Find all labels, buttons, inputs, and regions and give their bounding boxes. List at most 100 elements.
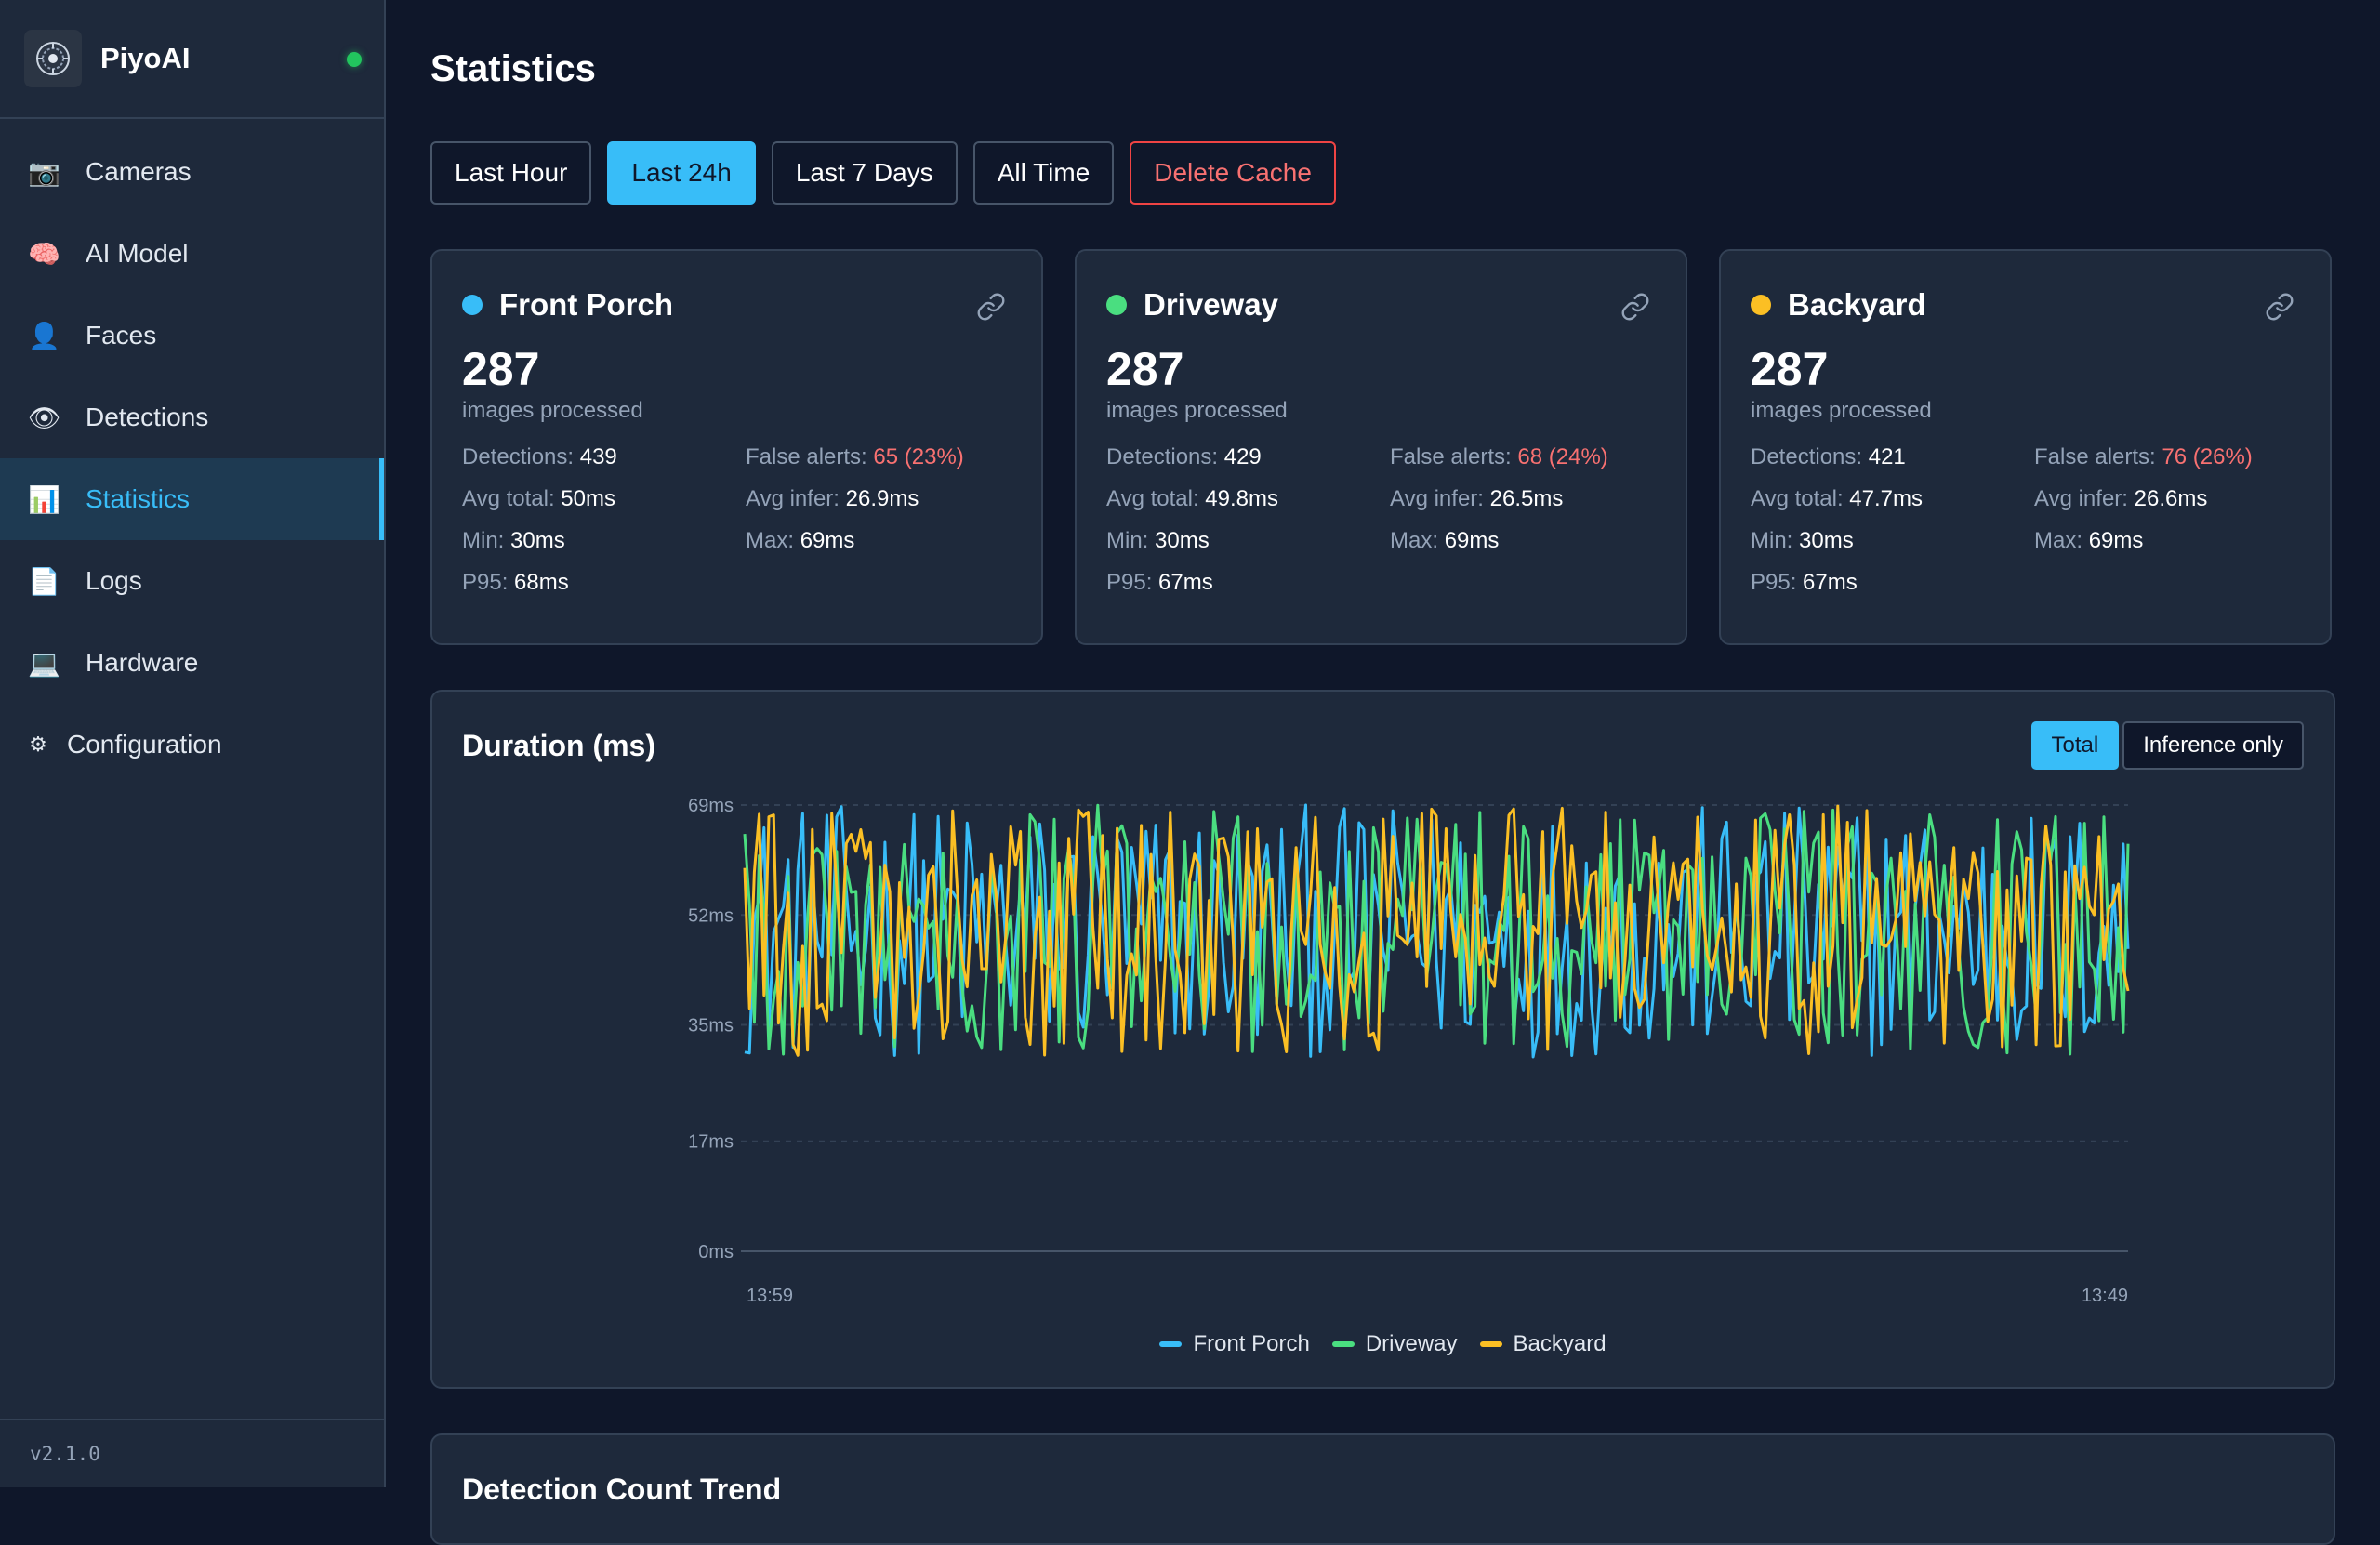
link-icon[interactable]	[976, 292, 1006, 326]
images-processed-label: images processed	[462, 398, 643, 423]
camera-icon: 📷	[28, 157, 60, 187]
sidebar-item-label: Statistics	[86, 484, 191, 513]
duration-line-chart: 69ms 52ms 35ms 17ms 0ms 13:59 13:49	[688, 796, 2130, 1306]
sidebar-item-label: Logs	[86, 566, 142, 595]
images-processed-label: images processed	[1106, 398, 1288, 423]
y-tick-label: 52ms	[688, 905, 734, 926]
legend-swatch	[1331, 1341, 1355, 1347]
total-toggle-button[interactable]: Total	[2030, 721, 2120, 770]
last-7-days-button[interactable]: Last 7 Days	[771, 141, 958, 205]
detections-stat: Detections: 421	[1751, 444, 1906, 469]
y-tick-label: 35ms	[688, 1016, 734, 1037]
delete-cache-button[interactable]: Delete Cache	[1130, 141, 1336, 205]
avg-infer-stat: Avg infer: 26.6ms	[2034, 486, 2208, 511]
avg-total-stat: Avg total: 50ms	[462, 486, 615, 511]
max-stat: Max: 69ms	[1390, 528, 1500, 553]
legend-item: Driveway	[1331, 1331, 1458, 1357]
min-stat: Min: 30ms	[1751, 528, 1854, 553]
sidebar-item-label: Detections	[86, 403, 209, 431]
sidebar-item-label: Cameras	[86, 157, 192, 186]
chart-title: Duration (ms)	[462, 729, 655, 762]
detections-stat: Detections: 429	[1106, 444, 1262, 469]
min-stat: Min: 30ms	[462, 528, 565, 553]
inference-only-toggle-button[interactable]: Inference only	[2122, 721, 2304, 770]
all-time-button[interactable]: All Time	[972, 141, 1115, 205]
section-title: Detection Count Trend	[462, 1472, 782, 1506]
legend-label: Driveway	[1365, 1331, 1458, 1356]
max-stat: Max: 69ms	[746, 528, 855, 553]
sidebar-item-logs[interactable]: 📄 Logs	[0, 540, 384, 622]
connection-status-dot	[347, 52, 362, 67]
last-24h-button[interactable]: Last 24h	[607, 141, 756, 205]
brain-icon: 🧠	[28, 239, 60, 269]
last-hour-button[interactable]: Last Hour	[430, 141, 592, 205]
document-icon: 📄	[28, 566, 60, 596]
y-tick-label: 17ms	[688, 1132, 734, 1153]
version-label: v2.1.0	[0, 1419, 384, 1487]
sidebar-nav: 📷 Cameras 🧠 AI Model 👤 Faces 👁 Detection…	[0, 119, 384, 786]
link-icon[interactable]	[2265, 292, 2294, 326]
avg-total-stat: Avg total: 47.7ms	[1751, 486, 1923, 511]
false-alerts-stat: False alerts: 68 (24%)	[1390, 444, 1608, 469]
max-stat: Max: 69ms	[2034, 528, 2144, 553]
legend-swatch	[1479, 1341, 1502, 1347]
images-processed-count: 287	[1106, 343, 1184, 395]
p95-stat: P95: 68ms	[462, 570, 569, 595]
p95-stat: P95: 67ms	[1751, 570, 1858, 595]
time-range-filter-bar: Last Hour Last 24h Last 7 Days All Time …	[430, 141, 2335, 205]
camera-name: Backyard	[1788, 287, 1926, 322]
camera-stats-cards: Front Porch 287 images processed Detecti…	[430, 249, 2335, 645]
brand-header: PiyoAI	[0, 0, 384, 119]
duration-mode-toggle: Total Inference only	[2030, 721, 2304, 770]
gear-icon: ⚙	[29, 733, 47, 756]
min-stat: Min: 30ms	[1106, 528, 1210, 553]
laptop-icon: 💻	[28, 648, 60, 678]
sidebar-item-configuration[interactable]: ⚙ Configuration	[0, 704, 384, 786]
sidebar-item-faces[interactable]: 👤 Faces	[0, 295, 384, 376]
avg-total-stat: Avg total: 49.8ms	[1106, 486, 1278, 511]
main-content: Statistics Last Hour Last 24h Last 7 Day…	[386, 0, 2380, 1487]
false-alerts-stat: False alerts: 76 (26%)	[2034, 444, 2253, 469]
bar-chart-icon: 📊	[28, 484, 60, 514]
sidebar-item-label: Faces	[86, 321, 157, 350]
camera-color-dot	[1106, 295, 1127, 315]
camera-color-dot	[462, 295, 483, 315]
sidebar-item-label: Configuration	[67, 730, 222, 759]
camera-color-dot	[1751, 295, 1771, 315]
page-title: Statistics	[430, 48, 596, 89]
legend-swatch	[1159, 1341, 1183, 1347]
app-logo	[24, 30, 82, 87]
link-icon[interactable]	[1620, 292, 1650, 326]
images-processed-count: 287	[462, 343, 540, 395]
sidebar-item-label: AI Model	[86, 239, 189, 268]
legend-item: Front Porch	[1159, 1331, 1310, 1357]
sidebar: PiyoAI 📷 Cameras 🧠 AI Model 👤 Faces 👁 De…	[0, 0, 386, 1487]
false-alerts-stat: False alerts: 65 (23%)	[746, 444, 964, 469]
legend-item: Backyard	[1479, 1331, 1606, 1357]
eye-icon: 👁	[28, 403, 61, 432]
legend-label: Front Porch	[1193, 1331, 1310, 1356]
series-line-backyard	[743, 804, 2130, 1057]
detections-stat: Detections: 439	[462, 444, 617, 469]
sidebar-item-cameras[interactable]: 📷 Cameras	[0, 131, 384, 213]
sidebar-item-hardware[interactable]: 💻 Hardware	[0, 622, 384, 704]
camera-stats-card: Driveway 287 images processed Detections…	[1075, 249, 1687, 645]
sidebar-item-detections[interactable]: 👁 Detections	[0, 376, 384, 458]
y-tick-label: 69ms	[688, 796, 734, 816]
camera-stats-card: Backyard 287 images processed Detections…	[1719, 249, 2332, 645]
x-tick-label: 13:59	[747, 1286, 793, 1306]
x-tick-label: 13:49	[2082, 1286, 2128, 1306]
images-processed-count: 287	[1751, 343, 1829, 395]
p95-stat: P95: 67ms	[1106, 570, 1213, 595]
person-icon: 👤	[28, 321, 60, 350]
images-processed-label: images processed	[1751, 398, 1932, 423]
camera-name: Front Porch	[499, 287, 673, 322]
avg-infer-stat: Avg infer: 26.5ms	[1390, 486, 1564, 511]
series-line-driveway	[743, 803, 2130, 1056]
sidebar-item-ai-model[interactable]: 🧠 AI Model	[0, 213, 384, 295]
sidebar-item-statistics[interactable]: 📊 Statistics	[0, 458, 384, 540]
y-tick-label: 0ms	[698, 1242, 734, 1262]
camera-stats-card: Front Porch 287 images processed Detecti…	[430, 249, 1043, 645]
camera-name: Driveway	[1144, 287, 1278, 322]
detection-count-trend-card: Detection Count Trend	[430, 1433, 2335, 1545]
